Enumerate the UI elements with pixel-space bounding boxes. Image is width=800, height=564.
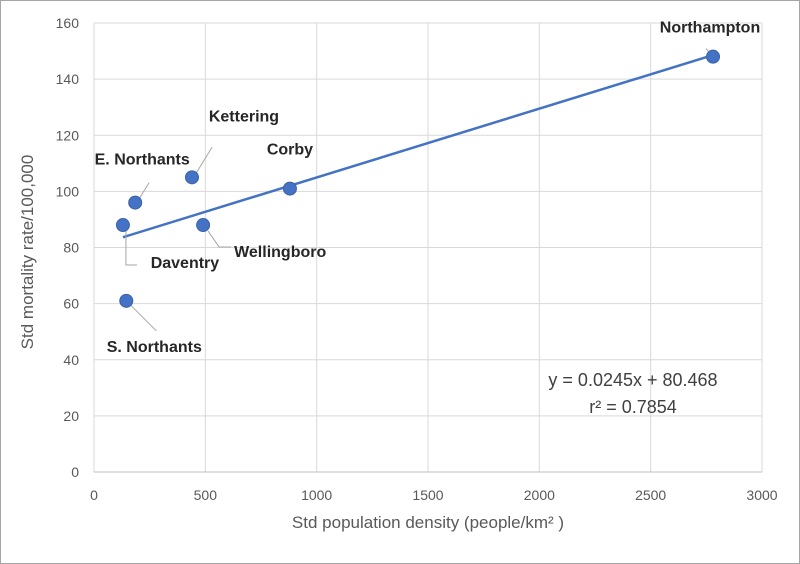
y-tick-label: 0 <box>71 464 79 480</box>
leader-line-s-northants <box>130 305 157 332</box>
y-tick-label: 40 <box>63 352 79 368</box>
point-label-daventry: Daventry <box>151 255 220 272</box>
point-label-kettering: Kettering <box>209 108 279 125</box>
data-points <box>115 49 721 308</box>
y-tick-label: 20 <box>63 408 79 424</box>
trendline-group <box>122 53 714 239</box>
x-axis-title: Std population density (people/km² ) <box>292 513 564 532</box>
leader-line-e-northants <box>138 182 150 199</box>
trendline <box>122 53 714 239</box>
r-squared-label: r² = 0.7854 <box>589 397 677 417</box>
point-label-e-northants: E. Northants <box>95 152 190 169</box>
x-tick-label: 500 <box>194 487 218 503</box>
data-point-corby <box>282 181 297 196</box>
trendline-equation: y = 0.0245x + 80.468 <box>548 370 717 390</box>
y-tick-label: 60 <box>63 296 79 312</box>
data-point-wellingboro <box>196 218 211 233</box>
y-tick-label: 120 <box>56 127 80 143</box>
point-label-corby: Corby <box>267 142 313 159</box>
y-tick-label: 80 <box>63 240 79 256</box>
y-axis-title: Std mortality rate/100,000 <box>18 155 37 350</box>
data-point-kettering <box>184 170 199 185</box>
data-point-northampton <box>706 49 721 64</box>
point-label-s-northants: S. Northants <box>107 339 202 356</box>
x-tick-label: 2500 <box>635 487 666 503</box>
tick-labels: 0 500 1000 1500 2000 2500 3000 0 20 40 60 80 100 120 1… <box>56 15 778 503</box>
data-point-e-northants <box>128 195 143 210</box>
point-label-wellingboro: Wellingboro <box>234 244 326 261</box>
leader-lines <box>125 48 714 332</box>
gridlines <box>93 22 763 473</box>
x-tick-label: 3000 <box>746 487 777 503</box>
leader-line-wellingboro <box>207 230 232 248</box>
x-tick-label: 0 <box>90 487 98 503</box>
x-tick-label: 1500 <box>412 487 443 503</box>
x-tick-label: 1000 <box>301 487 332 503</box>
leader-line-kettering <box>195 147 213 174</box>
point-label-northampton: Northampton <box>660 20 760 37</box>
point-labels: Northampton Kettering Corby E. Northants Dav… <box>95 20 761 356</box>
y-tick-label: 160 <box>56 15 80 31</box>
x-tick-label: 2000 <box>524 487 555 503</box>
data-point-daventry <box>115 218 130 233</box>
data-point-s-northants <box>119 293 134 308</box>
leader-line-daventry <box>125 231 137 266</box>
y-tick-label: 140 <box>56 71 80 87</box>
y-tick-label: 100 <box>56 183 80 199</box>
